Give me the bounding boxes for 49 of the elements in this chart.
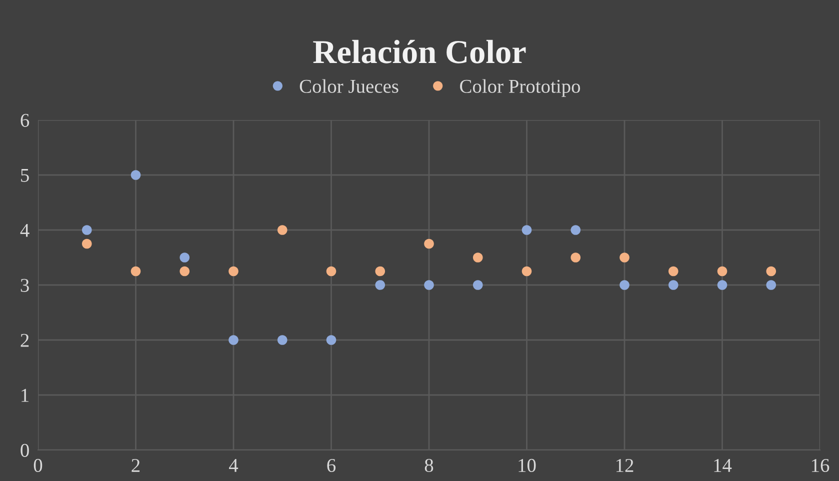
point (375, 266, 386, 276)
x-tick-label: 10 (518, 458, 536, 472)
point (130, 170, 141, 180)
y-tick-label: 6 (20, 114, 30, 127)
point (766, 266, 776, 276)
point (472, 280, 483, 290)
point (180, 252, 190, 262)
y-tick-label: 2 (20, 334, 29, 347)
point (766, 280, 776, 290)
y-tick-label: 0 (20, 444, 29, 457)
point (668, 280, 678, 290)
x-tick-label: 2 (132, 458, 140, 472)
point (717, 266, 728, 276)
y-tick-label: 5 (21, 169, 29, 182)
point (277, 335, 288, 345)
point (326, 266, 336, 276)
chart-title: Relación Color (313, 40, 526, 64)
point (82, 225, 92, 235)
point (424, 280, 434, 290)
x-tick-label: 0 (34, 458, 42, 472)
point (668, 266, 678, 276)
x-tick-label: 8 (424, 458, 434, 472)
legend-label: Color Jueces (300, 79, 398, 93)
x-tick-label: 4 (229, 459, 238, 472)
point (522, 225, 532, 235)
point (375, 280, 386, 290)
y-tick-label: 4 (20, 224, 30, 237)
point (130, 266, 141, 276)
point (277, 225, 288, 235)
point (424, 238, 434, 249)
point (82, 238, 92, 249)
point (472, 252, 483, 262)
point (522, 266, 532, 276)
point (570, 252, 581, 262)
point (180, 266, 190, 276)
x-tick-label: 12 (616, 458, 634, 472)
point (228, 266, 238, 276)
point (620, 280, 630, 290)
x-tick-label: 16 (812, 458, 830, 472)
point (717, 280, 728, 290)
point (326, 335, 336, 345)
y-tick-label: 3 (20, 278, 29, 292)
point (228, 335, 238, 345)
y-tick-label: 1 (22, 388, 28, 402)
legend-label: Color Prototipo (460, 79, 580, 97)
x-tick-label: 14 (714, 458, 732, 472)
point (570, 225, 581, 235)
point (620, 252, 630, 262)
x-tick-label: 6 (327, 458, 336, 472)
